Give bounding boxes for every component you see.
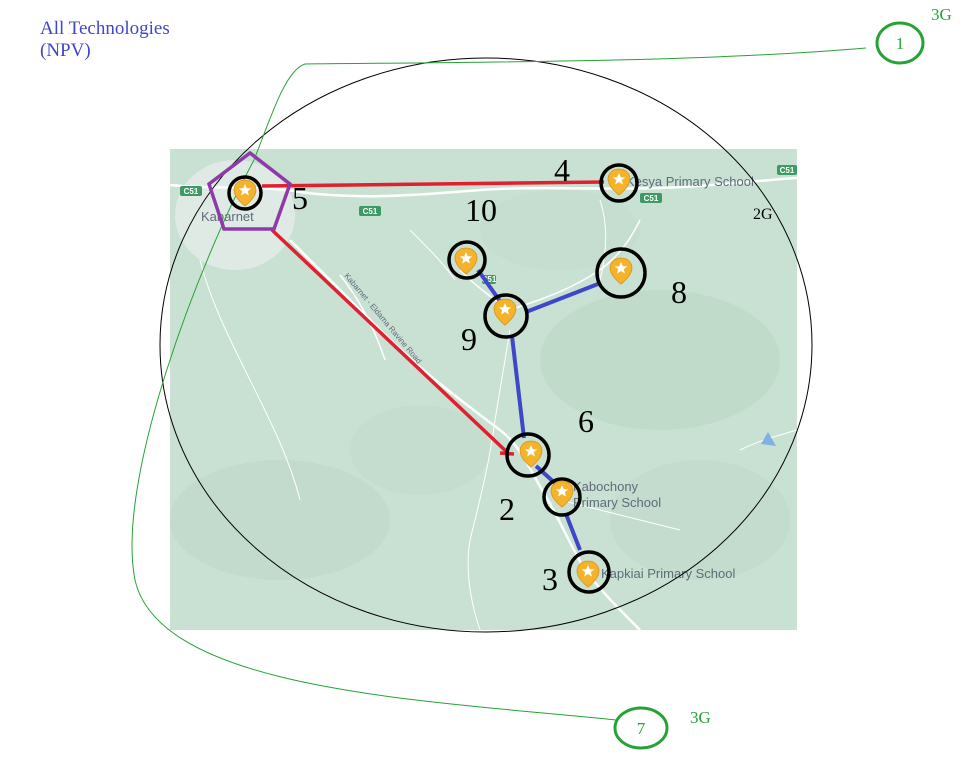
- title-line-1: All Technologies: [40, 18, 170, 39]
- node-label-5: 5: [292, 180, 308, 216]
- node-label-3: 3: [542, 561, 558, 597]
- pentagon-hub-icon: [206, 150, 293, 231]
- node-circle-10: [447, 240, 487, 280]
- road-badge-c: C51: [640, 193, 662, 203]
- node-label-9: 9: [461, 321, 477, 357]
- node-circle-5: [227, 175, 263, 211]
- link-hub-to-node-1: [253, 47, 867, 161]
- node-circle-3: [567, 550, 611, 594]
- svg-text:C51: C51: [644, 194, 659, 203]
- node-circle-2: [542, 477, 582, 517]
- road-badge-a: C51: [180, 186, 202, 196]
- node-label-6: 6: [578, 403, 594, 439]
- external-node-7: 7: [613, 706, 669, 750]
- map-background: C51 C51 C51 C51 C51 Kabarnet Kesya Prima…: [169, 149, 798, 631]
- map-label-kabochony-1: Kabochony: [573, 479, 639, 494]
- road-badge-b: C51: [359, 206, 381, 216]
- external-node-label-7: 7: [637, 719, 646, 738]
- node-circle-9: [483, 293, 529, 339]
- node-circles: [227, 163, 647, 594]
- link-hub-to-node-7: [131, 159, 617, 721]
- svg-text:C51: C51: [363, 207, 378, 216]
- title-line-2: (NPV): [40, 40, 91, 61]
- external-node-label-1: 1: [896, 34, 905, 53]
- water-body-icon: [761, 432, 776, 446]
- tech-label-2g: 2G: [753, 206, 773, 223]
- node-circle-4: [599, 163, 639, 203]
- map-label-kabarnet: Kabarnet: [201, 209, 254, 224]
- svg-text:C51: C51: [184, 187, 199, 196]
- road-badge-d: C51: [777, 165, 797, 175]
- svg-text:C51: C51: [482, 275, 497, 284]
- diagram-title: All Technologies (NPV): [40, 18, 170, 62]
- svg-text:C51: C51: [780, 166, 795, 175]
- tech-label-3g-bottom: 3G: [690, 708, 711, 727]
- tech-label-3g-top: 3G: [931, 5, 952, 24]
- node-circle-6: [505, 432, 551, 478]
- node-label-10: 10: [465, 192, 497, 228]
- node-label-4: 4: [554, 152, 570, 188]
- external-node-1: 1: [875, 21, 925, 65]
- map-label-kabochony-2: Primary School: [573, 495, 661, 510]
- coverage-ellipse: [159, 57, 813, 633]
- node-label-2: 2: [499, 491, 515, 527]
- map-label-kapkiai: Kapkiai Primary School: [601, 566, 735, 581]
- map-label-kesya: Kesya Primary School: [626, 174, 754, 189]
- node-label-8: 8: [671, 274, 687, 310]
- node-circle-8: [595, 247, 647, 299]
